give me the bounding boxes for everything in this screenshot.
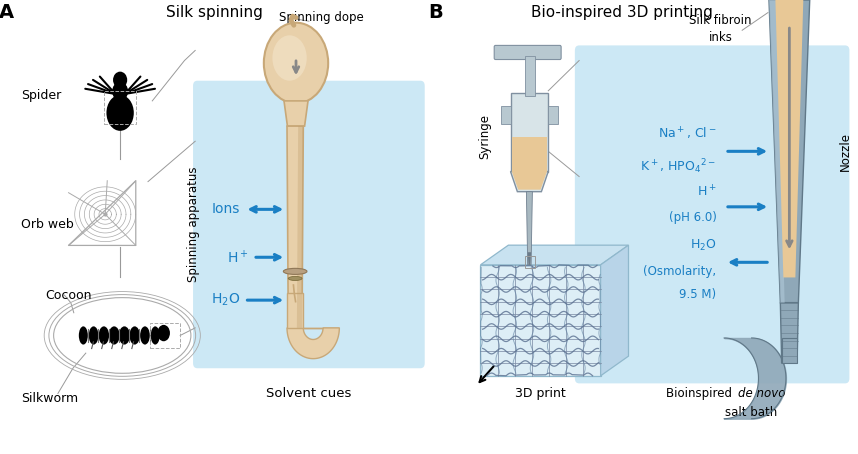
Polygon shape: [480, 245, 628, 265]
Text: Spinning dope: Spinning dope: [280, 11, 364, 24]
Polygon shape: [511, 172, 547, 190]
Text: Spider: Spider: [21, 89, 62, 102]
Ellipse shape: [109, 326, 119, 345]
Polygon shape: [781, 303, 799, 363]
Ellipse shape: [119, 326, 130, 345]
Circle shape: [113, 72, 127, 88]
Polygon shape: [297, 126, 304, 328]
Polygon shape: [769, 0, 785, 303]
Text: H$^+$: H$^+$: [697, 184, 716, 199]
Text: 9.5 M): 9.5 M): [680, 287, 716, 301]
Text: (Osmolarity,: (Osmolarity,: [644, 265, 716, 278]
Bar: [548, 106, 558, 123]
Ellipse shape: [283, 268, 307, 274]
Bar: [511, 94, 548, 172]
Polygon shape: [528, 252, 531, 265]
Text: de novo: de novo: [738, 387, 785, 400]
Text: Na$^+$, Cl$^-$: Na$^+$, Cl$^-$: [658, 126, 716, 142]
Polygon shape: [527, 192, 532, 265]
Text: A: A: [0, 3, 14, 22]
Ellipse shape: [140, 326, 150, 345]
Text: Silkworm: Silkworm: [21, 392, 79, 405]
Polygon shape: [287, 292, 304, 328]
Polygon shape: [287, 126, 304, 328]
Text: H$_2$O: H$_2$O: [211, 292, 240, 308]
Polygon shape: [287, 328, 340, 359]
Bar: [511, 137, 547, 172]
Ellipse shape: [130, 326, 140, 345]
Ellipse shape: [106, 95, 134, 131]
Text: K$^+$, HPO$_4$$^{2-}$: K$^+$, HPO$_4$$^{2-}$: [640, 158, 716, 176]
Polygon shape: [284, 101, 308, 126]
Polygon shape: [769, 0, 810, 303]
Ellipse shape: [79, 326, 88, 345]
Bar: [501, 106, 511, 123]
Polygon shape: [480, 265, 601, 376]
Ellipse shape: [157, 325, 170, 341]
Bar: [104, 91, 136, 123]
Text: Spinning apparatus: Spinning apparatus: [187, 167, 201, 282]
Text: Orb web: Orb web: [21, 218, 74, 231]
Text: Cocoon: Cocoon: [45, 289, 92, 301]
Ellipse shape: [264, 23, 329, 104]
Polygon shape: [511, 172, 548, 192]
Text: 3D print: 3D print: [515, 387, 566, 400]
Ellipse shape: [273, 35, 307, 81]
FancyBboxPatch shape: [575, 45, 849, 383]
Text: Bioinspired: Bioinspired: [666, 387, 736, 400]
Polygon shape: [776, 0, 803, 277]
Ellipse shape: [151, 326, 160, 345]
Polygon shape: [601, 245, 628, 376]
Text: salt bath: salt bath: [725, 406, 776, 419]
Text: B: B: [428, 3, 443, 22]
FancyBboxPatch shape: [494, 45, 561, 59]
Bar: [525, 256, 535, 268]
Text: inks: inks: [709, 31, 733, 44]
Text: H$^+$: H$^+$: [227, 249, 249, 266]
Text: H$_2$O: H$_2$O: [690, 238, 716, 253]
FancyBboxPatch shape: [193, 81, 425, 368]
Text: Nozzle: Nozzle: [838, 132, 852, 171]
Text: Solvent cues: Solvent cues: [266, 387, 352, 400]
Text: Silk fibroin: Silk fibroin: [690, 14, 752, 27]
Ellipse shape: [99, 326, 109, 345]
Text: Ions: Ions: [212, 202, 240, 217]
Text: Bio-inspired 3D printing: Bio-inspired 3D printing: [531, 5, 713, 20]
Text: (pH 6.0): (pH 6.0): [668, 211, 716, 224]
Text: Silk spinning: Silk spinning: [166, 5, 263, 20]
Polygon shape: [782, 338, 797, 363]
Ellipse shape: [288, 276, 302, 281]
Bar: [525, 56, 535, 96]
Bar: [150, 323, 180, 348]
Text: Syringe: Syringe: [478, 114, 492, 159]
Ellipse shape: [112, 82, 128, 100]
Ellipse shape: [88, 326, 99, 345]
